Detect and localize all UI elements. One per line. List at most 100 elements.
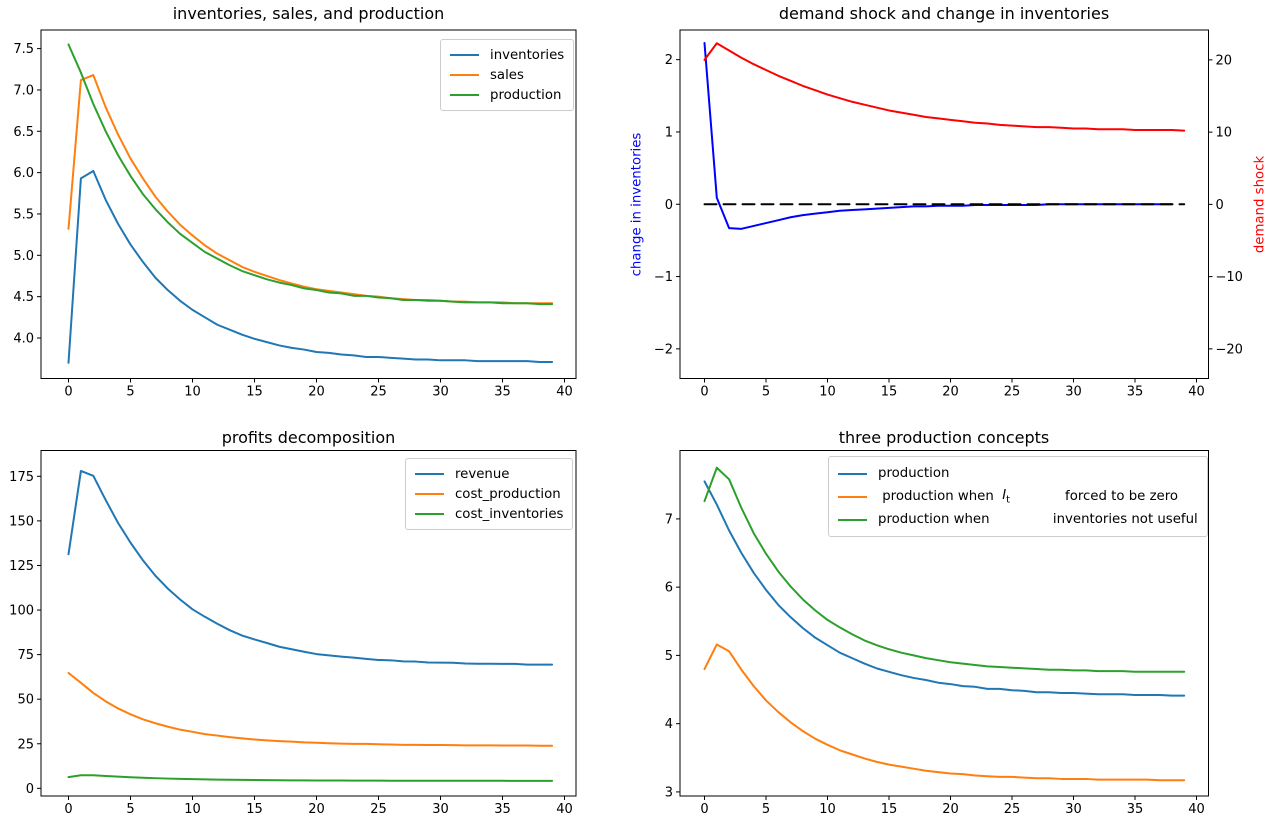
x-tick-label: 15 bbox=[881, 384, 898, 399]
legend-line-sample bbox=[450, 54, 479, 56]
y-tick-label: 6 bbox=[665, 581, 673, 596]
x-tick-label: 10 bbox=[819, 802, 836, 817]
legend-item: production bbox=[450, 85, 564, 105]
legend-label: cost_inventories bbox=[455, 506, 564, 522]
x-tick-label: 5 bbox=[762, 384, 770, 399]
y-tick-label: 100 bbox=[9, 604, 34, 619]
x-tick-label: 20 bbox=[942, 802, 959, 817]
legend-profits-decomposition: revenue cost_production cost_inventories bbox=[405, 458, 574, 530]
legend-label: cost_production bbox=[455, 486, 561, 502]
x-tick-label: 5 bbox=[126, 384, 134, 399]
y-tick-label: 4 bbox=[665, 717, 673, 732]
x-tick-label: 40 bbox=[556, 384, 573, 399]
chart-title-demand-shock: demand shock and change in inventories bbox=[778, 4, 1110, 23]
x-tick-label: 0 bbox=[700, 384, 708, 399]
axes-inventories-sales-production: 0 5 10 15 20 25 30 35 40 4.0 4.5 5.0 5.5 6.0 6.5 7.0 7.5 bbox=[13, 29, 577, 399]
series-line-demand-shock bbox=[703, 42, 1186, 132]
legend-label: revenue bbox=[455, 466, 510, 482]
y-tick-label: 1 bbox=[665, 125, 673, 140]
x-tick-label: 35 bbox=[1127, 802, 1144, 817]
y-tick-label: 2 bbox=[665, 53, 673, 68]
x-tick-label: 30 bbox=[1065, 802, 1082, 817]
legend-three-production-concepts: production production when It forced to … bbox=[828, 456, 1208, 537]
x-tick-label: 30 bbox=[1065, 384, 1082, 399]
legend-label: inventories bbox=[490, 47, 565, 63]
series-line-production bbox=[67, 43, 554, 306]
legend-label: production bbox=[490, 87, 562, 103]
y-tick-label: 0 bbox=[665, 198, 673, 213]
y-tick-label: 7.5 bbox=[13, 42, 34, 57]
x-tick-label: 20 bbox=[308, 802, 325, 817]
y-tick-label: −2 bbox=[654, 342, 673, 357]
chart-title-three-production-concepts: three production concepts bbox=[838, 428, 1050, 447]
x-tick-label: 20 bbox=[308, 384, 325, 399]
x-tick-label: 0 bbox=[64, 384, 72, 399]
legend-item: inventories bbox=[450, 45, 564, 65]
y-tick-label-right: −20 bbox=[1216, 342, 1243, 357]
x-tick-label: 40 bbox=[556, 802, 573, 817]
y-tick-label: 6.0 bbox=[13, 166, 34, 181]
y-tick-label: 75 bbox=[17, 648, 34, 663]
y-tick-label: 4.0 bbox=[13, 331, 34, 346]
x-tick-label: 5 bbox=[762, 802, 770, 817]
axes-profits-decomposition: 0 5 10 15 20 25 30 35 40 0 25 50 75 100 125 150 175 bbox=[9, 450, 577, 817]
legend-label: production bbox=[878, 466, 950, 481]
legend-label: sales bbox=[490, 67, 524, 83]
x-tick-label: 25 bbox=[370, 802, 387, 817]
legend-inventories-sales-production: inventories sales production bbox=[440, 39, 575, 111]
x-tick-label: 0 bbox=[64, 802, 72, 817]
chart-title-profits-decomposition: profits decomposition bbox=[221, 428, 396, 447]
series-line-cost-production bbox=[67, 671, 554, 747]
legend-line-sample bbox=[415, 493, 444, 495]
plot-box-profits-decomposition bbox=[40, 450, 577, 797]
x-tick-label: 35 bbox=[494, 384, 511, 399]
legend-item: revenue bbox=[415, 464, 563, 484]
y-tick-label: 50 bbox=[17, 693, 34, 708]
y-tick-label-right: 0 bbox=[1216, 198, 1224, 213]
legend-label: forced to be zero bbox=[1010, 489, 1179, 504]
legend-line-sample bbox=[838, 472, 867, 475]
x-tick-label: 5 bbox=[126, 802, 134, 817]
y-tick-label: 0 bbox=[26, 782, 34, 797]
legend-label: production when inventories not useful bbox=[878, 512, 1198, 527]
y-tick-label: 5 bbox=[665, 649, 673, 664]
x-tick-label: 0 bbox=[700, 802, 708, 817]
x-tick-label: 30 bbox=[432, 802, 449, 817]
y-tick-label: 6.5 bbox=[13, 125, 34, 140]
legend-item: production when It forced to be zero bbox=[838, 485, 1198, 508]
legend-item: cost_production bbox=[415, 484, 563, 504]
x-tick-label: 25 bbox=[1004, 384, 1021, 399]
y-tick-label-right: 20 bbox=[1216, 53, 1233, 68]
plot-box-inventories-sales-production bbox=[40, 29, 577, 379]
y-tick-label: 7.0 bbox=[13, 83, 34, 98]
y-tick-label: 3 bbox=[665, 785, 673, 800]
series-line-revenue bbox=[67, 469, 554, 666]
y-tick-label: −1 bbox=[654, 270, 673, 285]
series-line-inventories bbox=[67, 169, 554, 364]
x-tick-label: 40 bbox=[1188, 384, 1205, 399]
x-tick-label: 20 bbox=[942, 384, 959, 399]
x-tick-label: 10 bbox=[819, 384, 836, 399]
y-axis-label-demand-shock: demand shock bbox=[1252, 155, 1268, 254]
series-line-production-when-inventories-not-useful bbox=[703, 466, 1186, 673]
legend-line-sample bbox=[415, 473, 444, 475]
y-tick-label-right: 10 bbox=[1216, 126, 1233, 141]
y-tick-label: 125 bbox=[9, 559, 34, 574]
legend-line-sample bbox=[838, 518, 867, 521]
series-line-cost-inventories bbox=[67, 774, 554, 782]
y-tick-label: 5.0 bbox=[13, 249, 34, 264]
axes-three-production-concepts: 0 5 10 15 20 25 30 35 40 3 4 5 6 7 bbox=[665, 450, 1209, 817]
x-tick-label: 35 bbox=[494, 802, 511, 817]
series-line-production bbox=[703, 480, 1186, 697]
x-tick-label: 25 bbox=[1004, 802, 1021, 817]
x-tick-label: 35 bbox=[1127, 384, 1144, 399]
x-tick-label: 40 bbox=[1188, 802, 1205, 817]
y-tick-label: 25 bbox=[17, 737, 34, 752]
y-tick-label-right: −10 bbox=[1216, 270, 1243, 285]
series-line-production-when-i-t-forced-to-be-zero bbox=[703, 643, 1186, 782]
legend-math-var: It bbox=[1002, 487, 1011, 506]
plot-box-three-production-concepts bbox=[679, 450, 1209, 797]
x-tick-label: 15 bbox=[246, 384, 263, 399]
